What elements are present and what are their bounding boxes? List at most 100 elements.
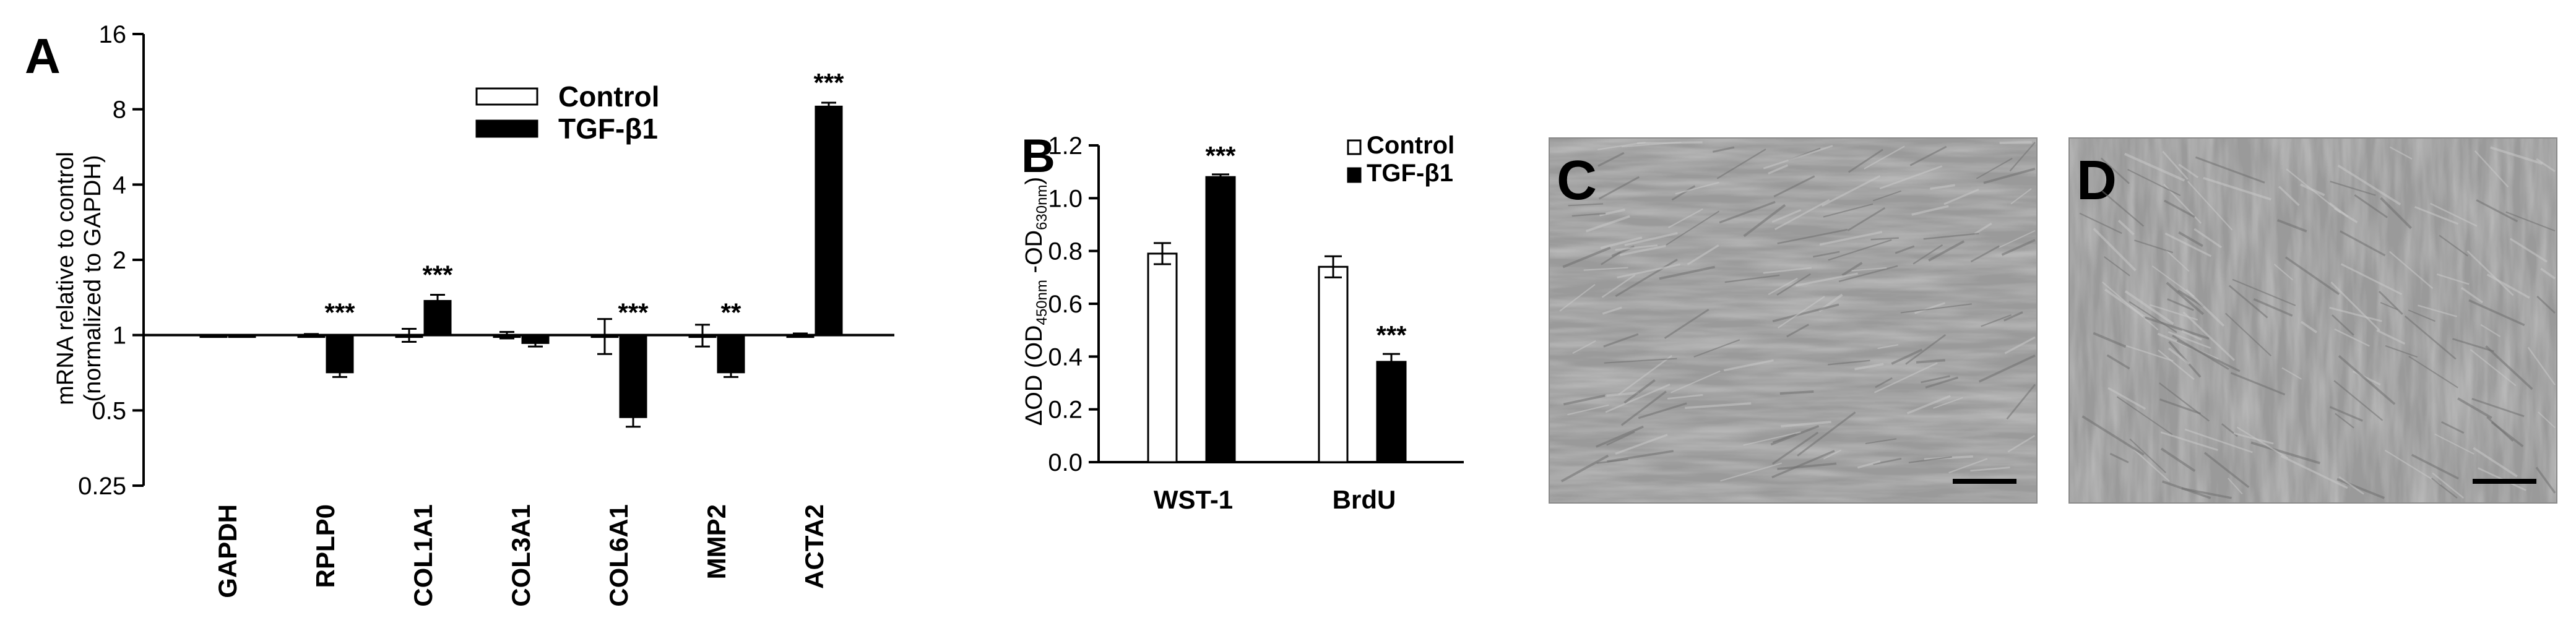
cell-streak (1567, 404, 1609, 416)
cell-streak (2106, 354, 2130, 370)
cell-streak (2003, 311, 2023, 322)
panel-b-axes: 0.0 0.2 0.4 0.6 0.8 1.0 1.2 (1048, 132, 1464, 476)
panel-a-bars (199, 101, 843, 428)
panel-a-bar (717, 334, 745, 374)
panel-a-bar (199, 334, 228, 338)
cell-streak (2193, 228, 2223, 249)
cell-streak (1598, 176, 1640, 200)
cell-streak (2336, 478, 2385, 499)
cell-streak (1615, 434, 1668, 455)
cell-streak (1618, 354, 1672, 395)
cell-streak (1877, 344, 1899, 350)
cell-streak (1796, 272, 1858, 287)
panel-b-bar (1147, 252, 1178, 463)
cell-streak (2185, 288, 2225, 327)
panel-b-y-tick-label: 0.0 (1048, 449, 1083, 476)
cell-streak (1716, 148, 1766, 179)
cell-streak (1976, 158, 2013, 179)
cell-streak (1606, 431, 1635, 446)
panel-b-letter: B (1021, 130, 1055, 183)
panel-b-y-tick-label: 0.4 (1048, 343, 1083, 371)
cell-streak (1981, 314, 2012, 327)
panel-b-y-tick-label: 0.6 (1048, 291, 1083, 318)
cell-streak (1763, 145, 1833, 170)
cell-streak (1667, 208, 1703, 228)
cell-streak (2172, 335, 2229, 371)
cell-streak (2284, 256, 2340, 295)
panel-b-chart: B ΔOD (OD450nm -OD630nm) 0.0 0.2 0.4 0.6 0.8… (1021, 130, 1464, 514)
cell-streak (1664, 309, 1709, 339)
cell-streak (1675, 181, 1719, 195)
cell-streak (1999, 230, 2036, 248)
cell-streak (1879, 165, 1943, 190)
cell-streak (1773, 175, 1815, 198)
cell-streak (2439, 234, 2468, 257)
cell-streak (1671, 185, 1696, 201)
cell-streak (2388, 251, 2434, 290)
cell-streak (2159, 382, 2210, 422)
cell-streak (1666, 210, 1720, 246)
panel-b-bars (1147, 173, 1407, 463)
panel-a-chart: A mRNA relative to control (normalized t… (25, 21, 894, 607)
cell-streak (2162, 150, 2189, 180)
cell-streak (1928, 240, 1965, 262)
cell-streak (2181, 487, 2232, 499)
panel-a-significance: *** (324, 298, 355, 327)
cell-streak (1909, 145, 1947, 166)
panel-b-ylabel-part: ΔOD (OD (1021, 325, 1047, 426)
panel-a-category-label: ACTA2 (800, 504, 829, 589)
cell-streak (2490, 146, 2543, 165)
cell-streak (2117, 220, 2135, 236)
cell-streak (1601, 274, 1636, 298)
cell-streak (1854, 363, 1884, 371)
panel-b-y-axis-label: ΔOD (OD450nm -OD630nm) (1021, 177, 1050, 426)
cell-streak (2001, 239, 2036, 256)
panel-a-ylabel-line2: (normalized to GAPDH) (80, 155, 106, 402)
cell-streak (2340, 263, 2403, 295)
cell-streak (1770, 424, 1820, 446)
cell-streak (2250, 441, 2320, 465)
cell-streak (2195, 156, 2265, 184)
cell-streak (1600, 236, 1643, 249)
cell-streak (2160, 431, 2218, 452)
cell-streak (2093, 228, 2137, 272)
cell-streak (1777, 296, 1825, 329)
cell-streak (2461, 286, 2484, 304)
cell-streak (2133, 449, 2170, 482)
cell-streak (2159, 398, 2202, 415)
panel-a-category-label: RPLP0 (311, 504, 340, 588)
cell-streak (2203, 452, 2250, 488)
cell-streak (1615, 244, 1658, 251)
cell-streak (2129, 301, 2177, 333)
panel-a-y-tick-label: 8 (113, 97, 126, 124)
cell-streak (2376, 329, 2406, 345)
cell-streak (1923, 233, 1979, 240)
panel-a-labels: GAPDH *** RPLP0 *** COL1A1 COL3A1 *** COL6A1 ** M… (213, 68, 844, 607)
cell-streak (2160, 447, 2196, 472)
cell-streak (1743, 431, 1801, 446)
panel-a-significance: *** (813, 68, 844, 97)
panel-a-legend-label: Control (558, 80, 660, 113)
cell-streak (2158, 349, 2195, 380)
cell-streak (1781, 420, 1831, 428)
cell-streak (1772, 432, 1797, 443)
panel-b-ylabel-part: ) (1021, 177, 1047, 185)
cell-streak (1908, 456, 1952, 463)
panel-a-significance: *** (422, 260, 453, 289)
panel-a-y-tick-label: 1 (113, 322, 126, 350)
cell-streak (2476, 199, 2518, 223)
cell-streak (1559, 283, 1596, 312)
cell-streak (1768, 277, 1798, 296)
cell-streak (1771, 431, 1819, 465)
cell-streak (2536, 158, 2556, 173)
cell-streak (2432, 472, 2465, 499)
cell-streak (2436, 273, 2470, 285)
cell-streak (1602, 306, 1622, 315)
cell-streak (1822, 174, 1881, 207)
panel-b-y-tick-label: 1.2 (1048, 132, 1083, 160)
cell-streak (1823, 203, 1874, 218)
cell-streak (2505, 211, 2556, 232)
panel-b-bar (1376, 361, 1407, 463)
